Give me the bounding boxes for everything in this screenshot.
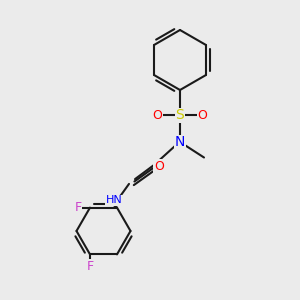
Text: HN: HN — [106, 195, 122, 205]
Text: O: O — [154, 160, 164, 173]
Text: S: S — [176, 109, 184, 122]
Text: F: F — [86, 260, 94, 273]
Text: F: F — [74, 201, 82, 214]
Text: N: N — [175, 136, 185, 149]
Text: O: O — [153, 109, 162, 122]
Text: O: O — [198, 109, 207, 122]
